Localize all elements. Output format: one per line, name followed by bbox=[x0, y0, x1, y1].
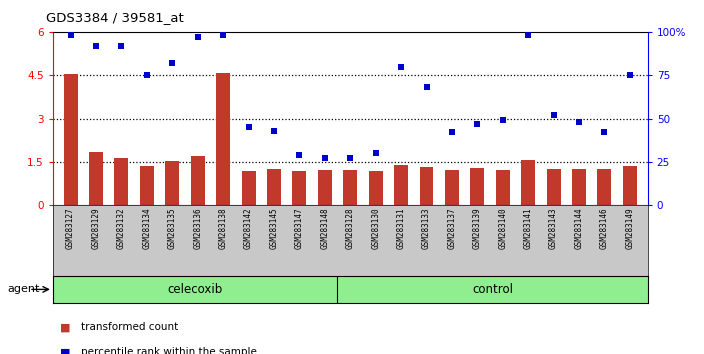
Point bbox=[497, 118, 508, 123]
Text: GDS3384 / 39581_at: GDS3384 / 39581_at bbox=[46, 11, 184, 24]
Point bbox=[396, 64, 407, 69]
Text: GSM283136: GSM283136 bbox=[193, 207, 202, 249]
Text: GSM283131: GSM283131 bbox=[396, 207, 406, 249]
Bar bbox=[623, 166, 637, 205]
Bar bbox=[445, 170, 459, 205]
Bar bbox=[394, 165, 408, 205]
Point bbox=[446, 130, 458, 135]
Point bbox=[421, 85, 432, 90]
Point bbox=[65, 33, 76, 38]
Text: GSM283128: GSM283128 bbox=[346, 207, 355, 249]
Text: GSM283133: GSM283133 bbox=[422, 207, 431, 249]
Bar bbox=[241, 171, 256, 205]
Text: GSM283143: GSM283143 bbox=[549, 207, 558, 249]
Bar bbox=[89, 152, 103, 205]
Text: GSM283148: GSM283148 bbox=[320, 207, 329, 249]
Point bbox=[90, 43, 101, 48]
Bar bbox=[344, 170, 357, 205]
Text: ■: ■ bbox=[60, 347, 70, 354]
Text: GSM283144: GSM283144 bbox=[574, 207, 584, 249]
Text: GSM283141: GSM283141 bbox=[524, 207, 533, 249]
Point bbox=[548, 112, 559, 118]
Text: GSM283147: GSM283147 bbox=[295, 207, 304, 249]
Point bbox=[167, 60, 178, 66]
Point bbox=[116, 43, 127, 48]
Point bbox=[243, 124, 254, 130]
Point bbox=[294, 152, 305, 158]
Bar bbox=[292, 171, 306, 205]
Bar bbox=[546, 169, 560, 205]
Text: ■: ■ bbox=[60, 322, 70, 332]
Bar bbox=[420, 167, 434, 205]
Text: GSM283127: GSM283127 bbox=[66, 207, 75, 249]
Text: GSM283130: GSM283130 bbox=[371, 207, 380, 249]
Bar bbox=[318, 170, 332, 205]
Bar bbox=[470, 168, 484, 205]
Bar bbox=[63, 74, 77, 205]
Bar bbox=[267, 169, 281, 205]
Point bbox=[522, 33, 534, 38]
Text: GSM283145: GSM283145 bbox=[270, 207, 279, 249]
Point bbox=[574, 119, 585, 125]
Point bbox=[599, 130, 610, 135]
Text: GSM283132: GSM283132 bbox=[117, 207, 126, 249]
Point bbox=[472, 121, 483, 127]
Text: agent: agent bbox=[7, 284, 39, 295]
Text: transformed count: transformed count bbox=[81, 322, 178, 332]
Text: GSM283137: GSM283137 bbox=[448, 207, 456, 249]
Bar bbox=[165, 161, 180, 205]
Text: celecoxib: celecoxib bbox=[168, 283, 222, 296]
Text: GSM283135: GSM283135 bbox=[168, 207, 177, 249]
Bar bbox=[521, 160, 535, 205]
Point bbox=[624, 73, 636, 78]
Text: GSM283138: GSM283138 bbox=[219, 207, 227, 249]
Bar bbox=[598, 169, 612, 205]
Point bbox=[192, 34, 203, 40]
Point bbox=[142, 73, 153, 78]
Point bbox=[370, 150, 382, 156]
Point bbox=[218, 33, 229, 38]
Bar bbox=[115, 159, 128, 205]
Point bbox=[345, 156, 356, 161]
Bar bbox=[572, 169, 586, 205]
Text: GSM283146: GSM283146 bbox=[600, 207, 609, 249]
Bar bbox=[191, 156, 205, 205]
Point bbox=[319, 156, 330, 161]
Text: percentile rank within the sample: percentile rank within the sample bbox=[81, 347, 257, 354]
Text: control: control bbox=[472, 283, 513, 296]
Point bbox=[268, 128, 279, 133]
Text: GSM283129: GSM283129 bbox=[92, 207, 101, 249]
Text: GSM283149: GSM283149 bbox=[625, 207, 634, 249]
Text: GSM283140: GSM283140 bbox=[498, 207, 508, 249]
Bar bbox=[140, 166, 154, 205]
Text: GSM283142: GSM283142 bbox=[244, 207, 253, 249]
Text: GSM283139: GSM283139 bbox=[473, 207, 482, 249]
Bar bbox=[216, 73, 230, 205]
Bar bbox=[369, 171, 383, 205]
Bar bbox=[496, 170, 510, 205]
Text: GSM283134: GSM283134 bbox=[142, 207, 151, 249]
